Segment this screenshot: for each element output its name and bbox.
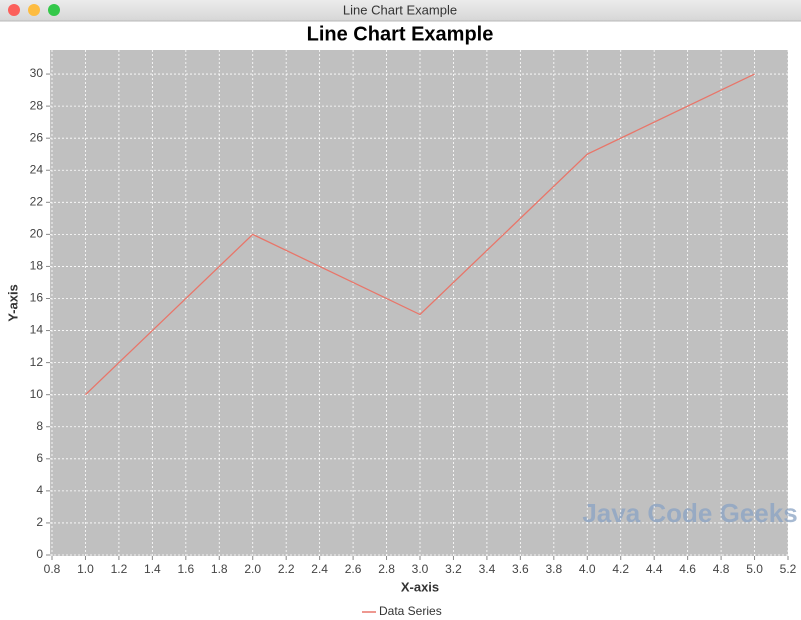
y-tick-label: 16 — [30, 291, 44, 305]
x-tick-label: 2.8 — [378, 562, 395, 576]
x-tick-label: 1.6 — [177, 562, 194, 576]
y-tick-label: 8 — [36, 419, 43, 433]
x-tick-label: 4.4 — [646, 562, 663, 576]
y-tick-label: 22 — [30, 194, 44, 208]
y-tick-label: 24 — [30, 162, 44, 176]
x-tick-label: 3.2 — [445, 562, 462, 576]
x-tick-label: 5.2 — [780, 562, 797, 576]
x-tick-label: 1.4 — [144, 562, 161, 576]
x-tick-label: 4.0 — [579, 562, 596, 576]
chart-title: Line Chart Example — [307, 23, 494, 45]
x-tick-label: 1.2 — [111, 562, 128, 576]
window-title: Line Chart Example — [343, 2, 457, 17]
close-button[interactable] — [8, 4, 20, 16]
x-tick-label: 2.4 — [311, 562, 328, 576]
legend-label: Data Series — [379, 604, 442, 618]
x-tick-label: 4.6 — [679, 562, 696, 576]
x-tick-label: 4.2 — [612, 562, 629, 576]
x-tick-label: 2.2 — [278, 562, 295, 576]
y-tick-label: 14 — [30, 323, 44, 337]
y-tick-label: 30 — [30, 66, 44, 80]
x-tick-label: 1.0 — [77, 562, 94, 576]
x-tick-label: 3.4 — [479, 562, 496, 576]
y-tick-label: 12 — [30, 355, 44, 369]
x-tick-label: 3.8 — [545, 562, 562, 576]
x-tick-label: 1.8 — [211, 562, 228, 576]
x-tick-label: 4.8 — [713, 562, 730, 576]
plot-area — [50, 50, 788, 556]
y-tick-label: 20 — [30, 227, 44, 241]
watermark: Java Code Geeks — [582, 498, 797, 528]
y-tick-label: 26 — [30, 130, 44, 144]
x-tick-label: 3.0 — [412, 562, 429, 576]
title-bar — [0, 0, 801, 21]
x-tick-label: 3.6 — [512, 562, 529, 576]
x-tick-label: 0.8 — [44, 562, 61, 576]
data-line — [85, 73, 755, 396]
y-tick-label: 4 — [36, 483, 43, 497]
x-axis-label: X-axis — [401, 579, 439, 594]
y-tick-label: 18 — [30, 259, 44, 273]
minimize-button[interactable] — [28, 4, 40, 16]
y-tick-label: 2 — [36, 515, 43, 529]
x-tick-label: 2.6 — [345, 562, 362, 576]
x-tick-label: 5.0 — [746, 562, 763, 576]
x-tick-label: 2.0 — [244, 562, 261, 576]
y-tick-label: 10 — [30, 387, 44, 401]
y-axis-label: Y-axis — [5, 284, 20, 322]
y-tick-label: 6 — [36, 451, 43, 465]
y-tick-label: 0 — [36, 547, 43, 561]
zoom-button[interactable] — [48, 4, 60, 16]
y-tick-label: 28 — [30, 98, 44, 112]
